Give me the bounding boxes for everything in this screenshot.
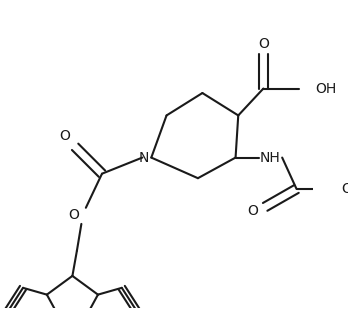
Text: OH: OH bbox=[315, 82, 337, 96]
Text: O: O bbox=[341, 182, 348, 196]
Text: O: O bbox=[59, 129, 70, 143]
Text: O: O bbox=[68, 208, 79, 222]
Text: NH: NH bbox=[259, 150, 280, 164]
Text: O: O bbox=[258, 37, 269, 51]
Text: N: N bbox=[139, 150, 149, 164]
Text: O: O bbox=[247, 204, 258, 218]
